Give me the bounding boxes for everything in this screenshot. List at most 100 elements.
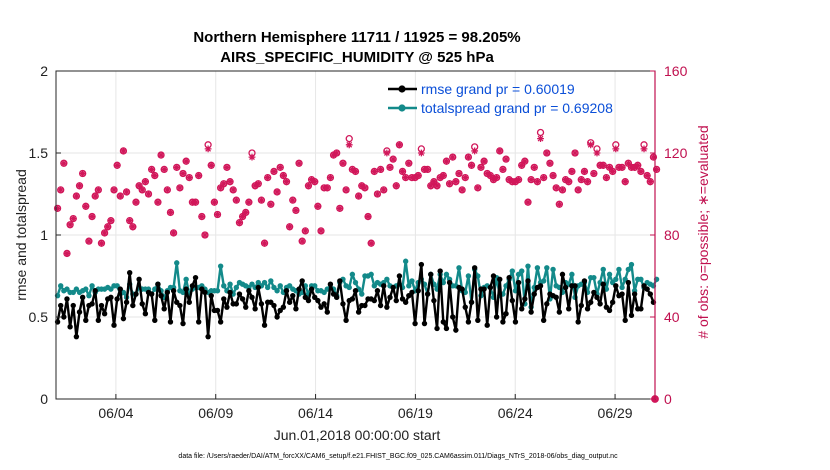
obs-evaluated-marker [138, 186, 146, 194]
obs-evaluated-marker [135, 182, 143, 190]
rmse-marker [396, 273, 403, 279]
obs-evaluated-marker [452, 178, 460, 186]
obs-evaluated-marker [521, 157, 529, 165]
rmse-marker [500, 319, 506, 325]
rmse-marker [531, 291, 537, 297]
rmse-marker [446, 279, 453, 286]
obs-evaluated-marker [94, 186, 102, 194]
rmse-marker [333, 294, 340, 301]
obs-evaluated-marker [101, 229, 109, 237]
rmse-marker [139, 301, 145, 307]
obs-evaluated-marker [239, 213, 246, 220]
rmse-marker [286, 299, 293, 305]
rmse-marker [133, 291, 139, 297]
rmse-marker [167, 319, 174, 325]
rmse-marker [493, 314, 500, 320]
rmse-marker [340, 301, 346, 307]
rmse-marker [296, 286, 302, 292]
rmse-marker [324, 309, 330, 315]
rmse-marker [377, 302, 384, 309]
obs-evaluated-marker [593, 149, 601, 157]
rmse-marker [148, 291, 155, 297]
obs-evaluated-marker [123, 188, 130, 196]
rmse-marker [402, 299, 409, 305]
rmse-marker [559, 271, 566, 278]
obs-evaluated-marker [540, 174, 548, 181]
totalspread-marker [183, 276, 189, 282]
totalspread-marker [214, 288, 221, 294]
rmse-marker [638, 306, 644, 312]
y-tick-label-left: 2 [40, 63, 48, 79]
obs-evaluated-marker [458, 186, 466, 194]
rmse-marker [195, 319, 202, 325]
rmse-marker [628, 312, 635, 319]
obs-evaluated-marker [179, 170, 187, 177]
rmse-marker [246, 288, 252, 294]
rmse-marker [459, 286, 465, 292]
rmse-marker [606, 307, 613, 314]
rmse-marker [512, 319, 519, 325]
obs-evaluated-marker [261, 239, 268, 247]
rmse-marker [92, 288, 98, 294]
y-axis-label-right: # of obs: o=possible; ∗=evaluated [695, 125, 711, 338]
totalspread-marker [619, 284, 625, 291]
rmse-marker [619, 291, 625, 297]
obs-evaluated-marker [120, 147, 127, 155]
legend-rmse-marker [398, 85, 406, 93]
totalspread-marker [616, 266, 622, 273]
obs-evaluated-marker [223, 163, 231, 171]
rmse-marker [631, 291, 638, 297]
rmse-marker [437, 268, 443, 274]
chart-title-line2: AIRS_SPECIFIC_HUMIDITY @ 525 hPa [220, 49, 494, 66]
rmse-marker [243, 304, 249, 310]
rmse-marker [321, 301, 327, 307]
rmse-marker [647, 291, 653, 297]
rmse-marker [578, 302, 585, 309]
rmse-marker [428, 271, 434, 278]
rmse-marker [597, 301, 603, 307]
obs-evaluated-marker [609, 168, 617, 175]
obs-evaluated-marker [85, 237, 93, 245]
rmse-marker [280, 304, 287, 310]
obs-evaluated-marker [116, 192, 124, 200]
obs-evaluated-marker [342, 186, 350, 194]
obs-evaluated-marker [587, 141, 595, 149]
obs-evaluated-marker [374, 190, 381, 198]
obs-evaluated-marker [151, 172, 159, 179]
rmse-marker [584, 306, 591, 312]
obs-evaluated-marker [110, 186, 118, 194]
obs-evaluated-marker [549, 172, 557, 179]
obs-evaluated-marker [524, 198, 532, 206]
rmse-marker [412, 320, 418, 327]
y-tick-label-right: 120 [664, 145, 688, 161]
rmse-marker [562, 284, 569, 291]
rmse-marker [79, 294, 86, 301]
obs-evaluated-marker [590, 170, 598, 177]
obs-evaluated-marker [210, 198, 218, 206]
obs-evaluated-marker [314, 202, 322, 210]
rmse-marker [186, 299, 192, 305]
legend-rmse-label: rmse grand pr = 0.60019 [421, 81, 575, 97]
rmse-marker [155, 281, 161, 287]
totalspread-marker [217, 263, 224, 269]
obs-evaluated-marker [289, 196, 297, 204]
totalspread-marker [227, 281, 233, 287]
y-axis-label-left: rmse and totalspread [13, 169, 29, 301]
rmse-marker [381, 283, 387, 289]
obs-evaluated-marker [229, 186, 237, 194]
obs-evaluated-marker [195, 172, 203, 179]
rmse-marker [255, 284, 261, 291]
obs-evaluated-marker [490, 176, 497, 184]
obs-evaluated-marker [537, 135, 544, 143]
obs-evaluated-marker [226, 178, 234, 186]
rmse-marker [95, 317, 102, 323]
obs-evaluated-marker [129, 223, 137, 231]
totalspread-marker [264, 284, 271, 291]
rmse-marker [249, 294, 255, 301]
totalspread-marker [83, 286, 89, 292]
obs-evaluated-marker [533, 178, 541, 186]
x-tick-label: 06/14 [298, 405, 333, 421]
obs-evaluated-marker [386, 163, 394, 171]
obs-evaluated-marker [69, 215, 77, 222]
rmse-marker [421, 320, 428, 327]
